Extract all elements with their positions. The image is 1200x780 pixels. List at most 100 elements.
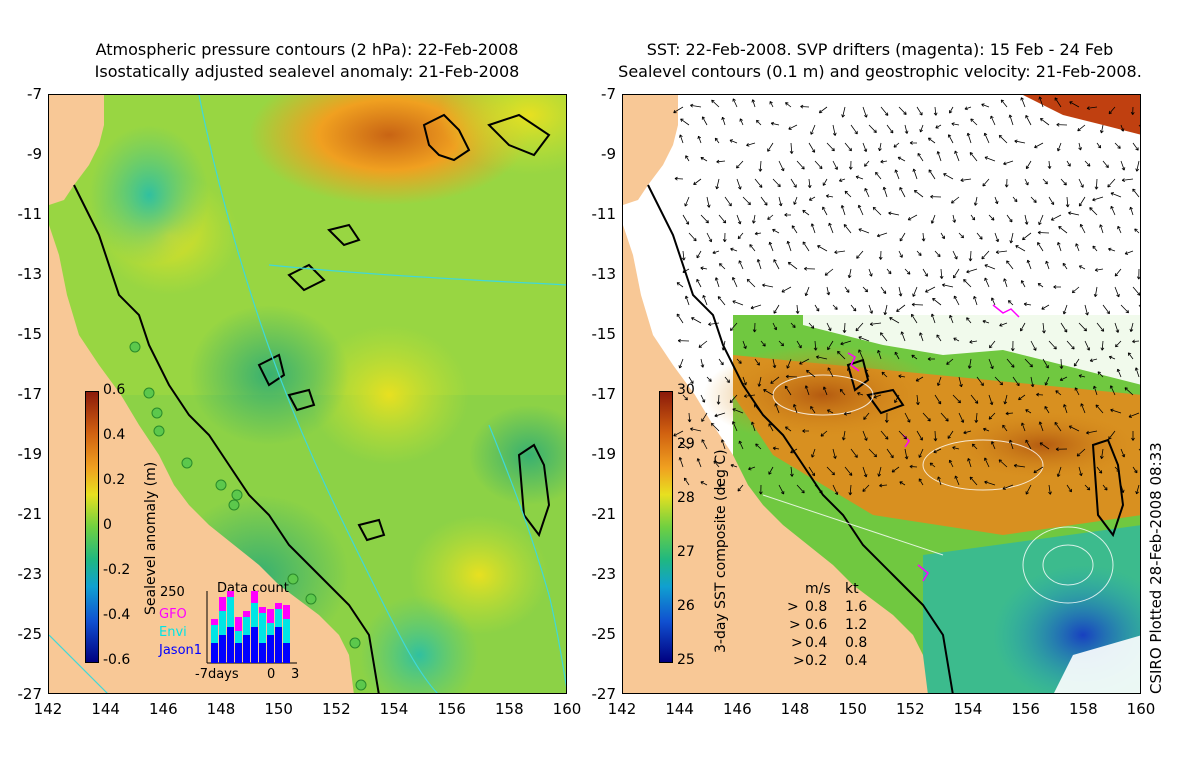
velocity-vector [832, 124, 837, 136]
velocity-vector [951, 196, 960, 204]
velocity-vector [1024, 214, 1029, 225]
velocity-vector [1120, 124, 1125, 132]
sst-colorbar-tick: 29 [677, 436, 695, 452]
velocity-vector [929, 462, 936, 468]
velocity-vector [751, 214, 756, 224]
velocity-vector [862, 142, 868, 152]
velocity-vector [732, 421, 738, 432]
velocity-vector [789, 466, 794, 477]
velocity-vector [1033, 466, 1044, 474]
velocity-vector [981, 250, 990, 260]
velocity-vector [1044, 376, 1050, 386]
velocity-vector [998, 134, 1008, 144]
velocity-vector [767, 214, 774, 220]
velocity-vector [994, 232, 1000, 243]
velocity-vector [1089, 358, 1098, 363]
left-lat-tick: -21 [17, 505, 43, 523]
velocity-vector [881, 371, 888, 378]
velocity-vector [899, 481, 906, 486]
velocity-vector [990, 441, 996, 450]
velocity-vector [904, 124, 909, 134]
velocity-vector [674, 176, 684, 181]
velocity-legend-kt-header: kt [845, 581, 859, 597]
velocity-vector [1015, 245, 1026, 252]
velocity-vector [700, 394, 706, 403]
velocity-vector [873, 394, 882, 399]
velocity-vector [791, 225, 798, 234]
velocity-vector [1114, 466, 1120, 472]
velocity-vector [1059, 358, 1064, 369]
velocity-vector [880, 159, 888, 164]
velocity-vector [808, 142, 816, 153]
velocity-vector [706, 232, 713, 243]
right-title-line2: Sealevel contours (0.1 m) and geostrophi… [618, 62, 1142, 81]
velocity-vector [976, 376, 984, 387]
velocity-vector [754, 231, 762, 236]
velocity-vector [840, 340, 852, 346]
velocity-vector [810, 406, 816, 414]
left-lon-tick: 150 [264, 700, 293, 718]
velocity-vector [846, 367, 852, 378]
left-lat-tick: -15 [17, 325, 43, 343]
velocity-vector [802, 429, 810, 433]
legend-jason1: Jason1 [159, 643, 203, 658]
velocity-vector [1084, 304, 1089, 316]
velocity-vector [911, 354, 918, 360]
velocity-vector [976, 232, 983, 240]
velocity-vector [858, 349, 864, 360]
velocity-vector [824, 268, 834, 276]
velocity-vector [947, 430, 954, 439]
velocity-vector [1136, 268, 1140, 280]
velocity-vector [1107, 178, 1116, 188]
velocity-vector [1134, 228, 1140, 234]
velocity-vector [826, 142, 835, 152]
velocity-vector [971, 443, 978, 450]
velocity-vector [1053, 285, 1062, 289]
velocity-vector [966, 132, 972, 144]
velocity-vector [1055, 447, 1068, 452]
velocity-vector [837, 350, 846, 360]
velocity-vector [715, 178, 720, 190]
velocity-vector [995, 250, 1008, 254]
velocity-vector [974, 412, 979, 423]
velocity-vector [1129, 322, 1134, 332]
right-lat-tick: -7 [601, 85, 616, 103]
velocity-vector [706, 196, 711, 208]
velocity-vector [832, 484, 839, 496]
velocity-vector [754, 178, 763, 188]
velocity-vector [714, 412, 726, 418]
velocity-vector [857, 204, 864, 216]
sst-colorbar-tick: 26 [677, 598, 695, 614]
velocity-vector [862, 466, 868, 478]
velocity-vector [828, 222, 834, 234]
envi-count-bar [251, 603, 258, 627]
velocity-vector [1124, 250, 1134, 255]
velocity-vector [864, 369, 870, 378]
velocity-vector [1110, 192, 1122, 198]
velocity-vector [678, 457, 684, 468]
left-lat-tick: -13 [17, 265, 43, 283]
velocity-vector [982, 427, 990, 432]
velocity-vector [899, 187, 906, 198]
velocity-vector [1084, 340, 1091, 351]
velocity-vector [682, 214, 690, 225]
velocity-vector [1114, 268, 1122, 277]
velocity-vector [839, 388, 846, 396]
velocity-vector [796, 160, 805, 170]
velocity-vector [1018, 394, 1026, 401]
velocity-vector [850, 448, 858, 458]
velocity-vector [1003, 160, 1014, 166]
velocity-vector [984, 277, 990, 288]
velocity-vector [1074, 387, 1080, 396]
velocity-vector [826, 322, 832, 332]
velocity-vector [1023, 302, 1032, 307]
velocity-vector [1037, 230, 1050, 235]
velocity-vector [916, 106, 923, 116]
right-lat-tick: -21 [591, 505, 617, 523]
velocity-vector [701, 412, 708, 422]
velocity-vector [1093, 385, 1098, 396]
envi-count-bar [259, 613, 266, 643]
velocity-vector [984, 264, 996, 270]
velocity-vector [880, 106, 889, 116]
velocity-vector [954, 475, 960, 486]
